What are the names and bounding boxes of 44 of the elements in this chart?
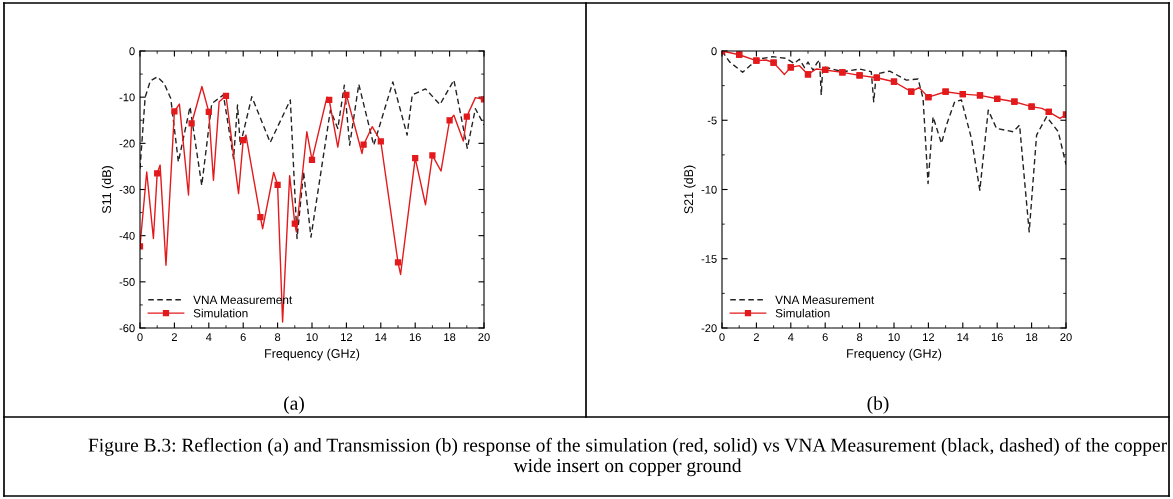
y-axis-title: S11 (dB) xyxy=(101,166,114,214)
x-tick-label: 2 xyxy=(171,333,177,341)
y-tick-label: -15 xyxy=(701,255,717,263)
y-tick-label: -20 xyxy=(119,139,135,148)
x-tick-label: 16 xyxy=(991,333,1003,342)
x-tick-label: 12 xyxy=(341,333,353,341)
x-tick-label: 6 xyxy=(240,333,246,342)
x-tick-label: 6 xyxy=(822,333,828,342)
x-tick-label: 16 xyxy=(409,333,421,342)
legend-label: Simulation xyxy=(775,308,830,318)
x-tick-label: 2 xyxy=(753,333,759,341)
text: (a) xyxy=(284,396,304,414)
y-tick-label: -40 xyxy=(119,231,135,240)
x-tick-label: 18 xyxy=(1026,333,1038,342)
x-tick-label: 0 xyxy=(137,333,143,342)
x-tick-label: 0 xyxy=(719,333,725,342)
text: Figure B.3: Reflection (a) and Transmission (b) response of the simulation (red, solid) vs VNA Measurement (black, dashed) of the copper wide insert on copper ground xyxy=(88,437,1167,477)
x-axis-title: Frequency (GHz) xyxy=(847,348,942,361)
y-tick-label: -50 xyxy=(119,278,135,286)
x-tick-label: 18 xyxy=(444,333,456,342)
x-tick-label: 4 xyxy=(787,333,794,341)
y-tick-label: -10 xyxy=(701,185,717,194)
x-tick-label: 8 xyxy=(856,333,863,342)
x-tick-label: 8 xyxy=(274,333,281,342)
y-tick-label: -5 xyxy=(707,116,717,125)
y-tick-label: -20 xyxy=(701,324,717,333)
y-tick-label: 0 xyxy=(711,47,717,56)
legend-label: VNA Measurement xyxy=(775,295,875,305)
y-tick-label: 0 xyxy=(129,47,135,56)
legend-label: Simulation xyxy=(193,308,248,318)
x-tick-label: 12 xyxy=(923,333,935,341)
x-tick-label: 10 xyxy=(306,333,318,342)
x-axis-title: Frequency (GHz) xyxy=(265,348,360,361)
x-tick-label: 20 xyxy=(478,333,490,342)
y-tick-label: -30 xyxy=(119,185,135,194)
x-tick-label: 10 xyxy=(888,333,900,342)
y-tick-label: -60 xyxy=(119,324,135,333)
y-axis-title: S21 (dB) xyxy=(683,165,696,214)
x-tick-label: 4 xyxy=(205,333,212,341)
x-tick-label: 14 xyxy=(957,333,969,341)
x-tick-label: 14 xyxy=(375,333,387,341)
x-tick-label: 20 xyxy=(1060,333,1072,342)
y-tick-label: -10 xyxy=(119,93,135,102)
text: (b) xyxy=(867,396,889,414)
